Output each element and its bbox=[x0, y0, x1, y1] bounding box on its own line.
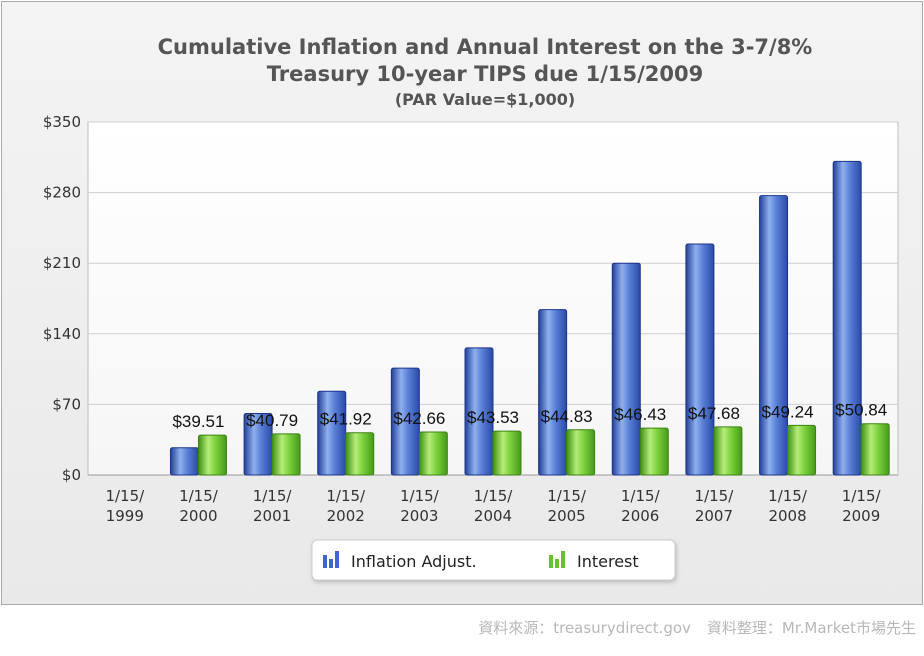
bar-inflation[interactable] bbox=[832, 160, 862, 476]
data-label: $42.66 bbox=[393, 409, 445, 428]
bar-inflation[interactable] bbox=[759, 195, 789, 476]
x-tick-label: 2008 bbox=[768, 507, 806, 525]
legend-box bbox=[311, 539, 676, 581]
x-tick-label: 2004 bbox=[474, 507, 512, 525]
bar-interest[interactable] bbox=[639, 427, 669, 476]
legend-label-interest: Interest bbox=[577, 552, 639, 571]
credit-source: 資料來源：treasurydirect.gov bbox=[478, 619, 691, 637]
source-credits: 資料來源：treasurydirect.gov 資料整理：Mr.Market市場先… bbox=[462, 617, 916, 638]
data-label: $46.43 bbox=[614, 405, 666, 424]
legend: Inflation Adjust. Interest bbox=[311, 539, 676, 581]
x-tick-label: 2006 bbox=[621, 507, 659, 525]
y-tick-label: $210 bbox=[43, 254, 81, 272]
bar-interest[interactable] bbox=[713, 426, 743, 476]
bar-inflation[interactable] bbox=[464, 347, 494, 476]
data-label: $39.51 bbox=[172, 412, 224, 431]
x-tick-label: 1/15/ bbox=[179, 487, 219, 505]
y-tick-label: $70 bbox=[52, 395, 81, 413]
bar-inflation[interactable] bbox=[611, 262, 641, 476]
x-tick-label: 1/15/ bbox=[326, 487, 366, 505]
x-tick-label: 1/15/ bbox=[474, 487, 514, 505]
bar-chart-icon bbox=[323, 551, 339, 568]
x-tick-label: 1/15/ bbox=[400, 487, 440, 505]
data-label: $47.68 bbox=[688, 404, 740, 423]
x-tick-label: 1/15/ bbox=[253, 487, 293, 505]
x-tick-label: 2002 bbox=[327, 507, 365, 525]
bar-inflation[interactable] bbox=[169, 447, 199, 476]
x-tick-label: 2009 bbox=[842, 507, 880, 525]
data-label: $49.24 bbox=[762, 402, 814, 421]
data-label: $43.53 bbox=[467, 408, 519, 427]
x-tick-label: 1/15/ bbox=[842, 487, 882, 505]
bar-interest[interactable] bbox=[345, 432, 375, 476]
chart-frame: Cumulative Inflation and Annual Interest… bbox=[1, 1, 923, 605]
x-tick-label: 2001 bbox=[253, 507, 291, 525]
bar-interest[interactable] bbox=[271, 433, 301, 476]
data-label-layer: $39.51 $40.79 $41.92 $42.66 $43.53 $44.83 $46.… bbox=[172, 401, 887, 431]
x-axis: 1/15/1999 1/15/2000 1/15/2001 1/15/2002 1/15… bbox=[105, 487, 881, 525]
y-tick-label: $140 bbox=[43, 325, 81, 343]
data-label: $50.84 bbox=[835, 401, 887, 420]
bar-inflation[interactable] bbox=[685, 243, 715, 476]
x-tick-label: 1/15/ bbox=[547, 487, 587, 505]
bar-interest[interactable] bbox=[787, 424, 817, 476]
data-label: $40.79 bbox=[246, 411, 298, 430]
chart-title: Cumulative Inflation and Annual Interest… bbox=[158, 35, 813, 59]
legend-item-inflation[interactable]: Inflation Adjust. bbox=[323, 551, 477, 571]
chart-title-line2: Treasury 10-year TIPS due 1/15/2009 bbox=[267, 62, 703, 86]
data-label: $41.92 bbox=[320, 410, 372, 429]
bar-interest[interactable] bbox=[492, 430, 522, 476]
x-tick-label: 1/15/ bbox=[621, 487, 661, 505]
y-axis: $0 $70 $140 $210 $280 $350 bbox=[43, 113, 81, 484]
data-label: $44.83 bbox=[541, 407, 593, 426]
x-tick-label: 1999 bbox=[106, 507, 144, 525]
legend-label-inflation: Inflation Adjust. bbox=[351, 552, 477, 571]
bar-chart-icon bbox=[549, 551, 565, 568]
bar-interest[interactable] bbox=[418, 431, 448, 476]
credit-compiler: 資料整理：Mr.Market市場先生 bbox=[706, 619, 916, 637]
chart-svg: Cumulative Inflation and Annual Interest… bbox=[43, 35, 899, 581]
bar-inflation[interactable] bbox=[390, 367, 420, 476]
y-tick-label: $280 bbox=[43, 184, 81, 202]
bar-interest[interactable] bbox=[566, 429, 596, 476]
x-tick-label: 2007 bbox=[695, 507, 733, 525]
x-tick-label: 2000 bbox=[179, 507, 217, 525]
y-tick-label: $0 bbox=[62, 466, 81, 484]
bar-inflation[interactable] bbox=[317, 390, 347, 476]
x-tick-label: 1/15/ bbox=[695, 487, 735, 505]
bar-layer bbox=[169, 160, 890, 476]
x-tick-label: 2005 bbox=[548, 507, 586, 525]
x-tick-label: 1/15/ bbox=[105, 487, 145, 505]
bar-inflation[interactable] bbox=[538, 309, 568, 476]
legend-item-interest[interactable]: Interest bbox=[549, 551, 639, 571]
x-tick-label: 2003 bbox=[400, 507, 438, 525]
bar-interest[interactable] bbox=[860, 423, 890, 476]
y-tick-label: $350 bbox=[43, 113, 81, 131]
x-tick-label: 1/15/ bbox=[768, 487, 808, 505]
chart-subtitle: (PAR Value=$1,000) bbox=[395, 90, 575, 109]
bar-interest[interactable] bbox=[197, 434, 227, 476]
